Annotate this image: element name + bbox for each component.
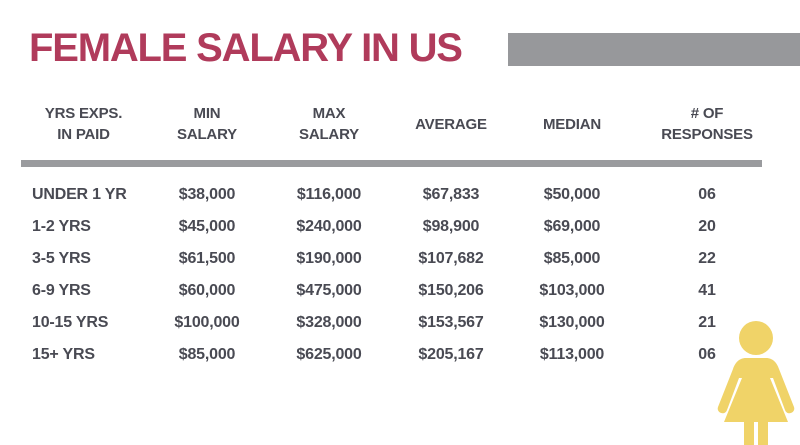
max-salary-value: $625,000 xyxy=(296,346,362,363)
median-value: $130,000 xyxy=(539,314,605,331)
max-salary-value: $240,000 xyxy=(296,218,362,235)
row-label: 1-2 YRS xyxy=(32,218,91,235)
average-value: $205,167 xyxy=(418,346,484,363)
responses-value: 06 xyxy=(698,346,716,363)
average-value: $153,567 xyxy=(418,314,484,331)
row-label: 6-9 YRS xyxy=(32,282,91,299)
column-header-line: YRS EXPS. xyxy=(44,105,123,122)
column-header-line: MAX xyxy=(312,105,346,122)
table-header-row: YRS EXPS. IN PAID MIN SALARY MAX SALARY … xyxy=(21,100,782,148)
responses-value: 06 xyxy=(698,186,716,203)
median-value: $50,000 xyxy=(543,186,601,203)
column-header-average: AVERAGE xyxy=(390,100,512,148)
column-header-line: SALARY xyxy=(177,126,237,143)
median-value: $85,000 xyxy=(543,250,601,267)
column-header-responses: # OF RESPONSES xyxy=(632,100,782,148)
table-row: 10-15 YRS $100,000 $328,000 $153,567 $13… xyxy=(21,307,782,339)
max-salary-value: $475,000 xyxy=(296,282,362,299)
table-row: 6-9 YRS $60,000 $475,000 $150,206 $103,0… xyxy=(21,275,782,307)
max-salary-value: $116,000 xyxy=(296,186,362,203)
min-salary-value: $61,500 xyxy=(178,250,236,267)
responses-value: 20 xyxy=(698,218,716,235)
column-header-line: AVERAGE xyxy=(415,115,487,133)
table-body: UNDER 1 YR $38,000 $116,000 $67,833 $50,… xyxy=(21,179,782,371)
max-salary-value: $328,000 xyxy=(296,314,362,331)
median-value: $69,000 xyxy=(543,218,601,235)
median-value: $103,000 xyxy=(539,282,605,299)
page-title: FEMALE SALARY IN US xyxy=(29,26,463,70)
column-header-yrs-exps: YRS EXPS. IN PAID xyxy=(21,100,146,148)
column-header-line: IN PAID xyxy=(57,126,110,143)
column-header-line: SALARY xyxy=(299,126,359,143)
min-salary-value: $60,000 xyxy=(178,282,236,299)
min-salary-value: $45,000 xyxy=(178,218,236,235)
min-salary-value: $100,000 xyxy=(174,314,240,331)
column-header-line: MIN xyxy=(193,105,221,122)
average-value: $107,682 xyxy=(418,250,484,267)
row-label: UNDER 1 YR xyxy=(32,186,127,203)
header-accent-bar xyxy=(508,33,800,66)
table-row: 3-5 YRS $61,500 $190,000 $107,682 $85,00… xyxy=(21,243,782,275)
female-figure-icon xyxy=(710,320,800,445)
min-salary-value: $85,000 xyxy=(178,346,236,363)
header-divider-bar xyxy=(21,160,762,167)
responses-value: 41 xyxy=(698,282,716,299)
table-row: 15+ YRS $85,000 $625,000 $205,167 $113,0… xyxy=(21,339,782,371)
row-label: 3-5 YRS xyxy=(32,250,91,267)
responses-value: 22 xyxy=(698,250,716,267)
average-value: $98,900 xyxy=(422,218,480,235)
table-row: 1-2 YRS $45,000 $240,000 $98,900 $69,000… xyxy=(21,211,782,243)
column-header-line: # OF xyxy=(690,105,724,122)
row-label: 15+ YRS xyxy=(32,346,95,363)
column-header-line: MEDIAN xyxy=(543,115,601,133)
average-value: $67,833 xyxy=(422,186,480,203)
average-value: $150,206 xyxy=(418,282,484,299)
min-salary-value: $38,000 xyxy=(178,186,236,203)
table-row: UNDER 1 YR $38,000 $116,000 $67,833 $50,… xyxy=(21,179,782,211)
column-header-line: RESPONSES xyxy=(661,126,753,143)
responses-value: 21 xyxy=(698,314,716,331)
column-header-median: MEDIAN xyxy=(512,100,632,148)
column-header-max-salary: MAX SALARY xyxy=(268,100,390,148)
column-header-min-salary: MIN SALARY xyxy=(146,100,268,148)
max-salary-value: $190,000 xyxy=(296,250,362,267)
median-value: $113,000 xyxy=(539,346,605,363)
row-label: 10-15 YRS xyxy=(32,314,109,331)
